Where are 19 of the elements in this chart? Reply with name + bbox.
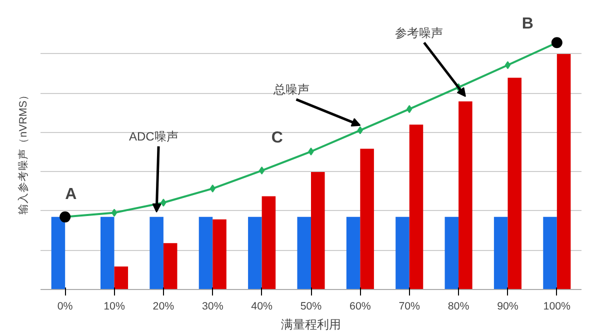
x-tick-label: 90% bbox=[497, 300, 519, 312]
x-tick-label: 100% bbox=[543, 300, 572, 312]
x-tick-label: 10% bbox=[104, 300, 126, 312]
annotation: B bbox=[522, 16, 534, 33]
x-tick-label: 40% bbox=[251, 300, 274, 312]
x-tick-label: 80% bbox=[448, 300, 470, 312]
text: ADC噪声 bbox=[128, 129, 178, 144]
x-tick-label: 20% bbox=[152, 300, 175, 312]
text: 参考噪声 bbox=[395, 26, 444, 40]
y-axis-title: 输入参考噪声（nVRMS） bbox=[16, 90, 30, 214]
x-tick-label: 60% bbox=[350, 300, 372, 312]
x-tick-label: 30% bbox=[202, 300, 224, 312]
x-tick-label: 50% bbox=[300, 300, 322, 312]
annotation: A bbox=[65, 186, 78, 203]
annotation: C bbox=[271, 129, 284, 146]
x-tick-label: 0% bbox=[57, 300, 74, 312]
x-tick-label: 70% bbox=[398, 300, 421, 312]
text: 总噪声 bbox=[272, 82, 310, 97]
x-axis-title: 满量程利用 bbox=[281, 318, 341, 332]
